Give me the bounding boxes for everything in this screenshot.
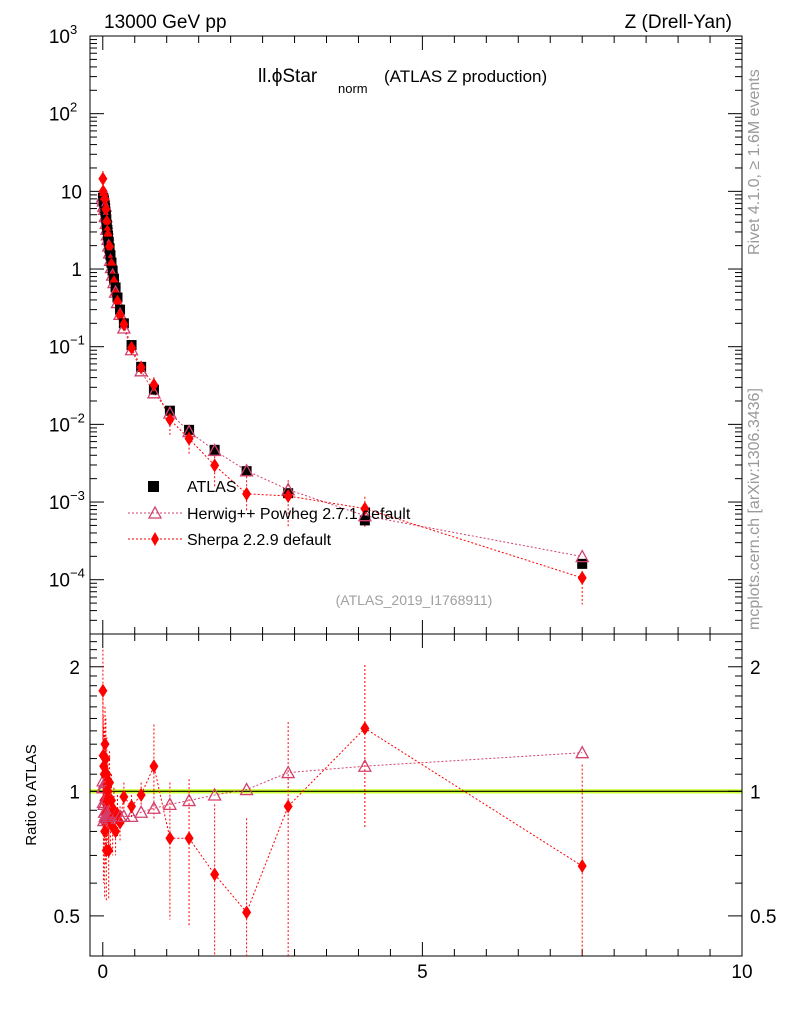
y-tick-label: 10 <box>49 27 70 48</box>
legend-sherpa-label: Sherpa 2.2.9 default <box>187 532 332 549</box>
atlas-point <box>577 558 588 569</box>
y-tick-exponent: 2 <box>70 100 77 115</box>
ratio-plot-frame <box>89 633 743 957</box>
y-tick-label: 10 <box>61 182 82 203</box>
legend: ATLAS Herwig++ Powheg 2.7.1 default Sher… <box>128 479 411 549</box>
herwig-point <box>207 443 222 457</box>
sherpa-point <box>136 360 146 375</box>
legend-herwig-marker <box>147 505 163 519</box>
rivet-version-label: Rivet 4.1.0, ≥ 1.6M events <box>746 69 763 255</box>
herwig-ratio-point <box>124 809 139 823</box>
herwig-ratio-point <box>162 797 177 811</box>
y-tick-label: 10 <box>49 338 70 359</box>
sherpa-ratio-point <box>149 759 159 774</box>
y-tick-label: 10 <box>49 493 70 514</box>
sherpa-point <box>577 570 587 585</box>
herwig-ratio-point <box>357 758 372 772</box>
sherpa-ratio-point <box>115 815 125 830</box>
header-left-label: 13000 GeV pp <box>104 12 227 33</box>
sherpa-ratio-point <box>184 831 194 846</box>
sherpa-point <box>101 202 111 217</box>
herwig-ratio-point <box>146 800 162 814</box>
herwig-ratio-line <box>102 752 583 821</box>
legend-atlas-label: ATLAS <box>187 479 237 496</box>
herwig-ratio-point <box>134 804 149 818</box>
x-tick-label: 5 <box>417 962 428 983</box>
herwig-ratio-point <box>207 787 222 801</box>
herwig-ratio-point <box>575 745 590 759</box>
sherpa-ratio-point <box>165 831 175 846</box>
y-tick-exponent: −2 <box>70 410 85 425</box>
sherpa-ratio-point <box>104 843 114 858</box>
ratio-y-tick-label-right: 2 <box>750 658 761 679</box>
sherpa-ratio-point <box>119 789 129 804</box>
sherpa-point <box>360 501 370 516</box>
plot-title: ll.ϕStar <box>258 66 318 87</box>
sherpa-ratio-point <box>242 905 252 920</box>
herwig-point <box>116 320 131 334</box>
plot-title-rest: (ATLAS Z production) <box>384 67 547 86</box>
y-tick-label: 10 <box>49 571 70 592</box>
herwig-ratio-point <box>116 809 131 823</box>
legend-herwig-label: Herwig++ Powheg 2.7.1 default <box>187 506 411 523</box>
ratio-y-tick-label-right: 0.5 <box>750 907 776 928</box>
ratio-y-tick-label: 1 <box>69 782 80 803</box>
y-tick-exponent: −3 <box>70 488 85 503</box>
sherpa-point <box>100 192 110 207</box>
sherpa-ratio-point <box>210 867 220 882</box>
herwig-ratio-point <box>181 793 197 807</box>
sherpa-point <box>165 412 175 427</box>
sherpa-ratio-point <box>577 859 587 874</box>
sherpa-ratio-line <box>102 690 583 914</box>
sherpa-ratio-point <box>101 751 111 766</box>
analysis-reference: (ATLAS_2019_I1768911) <box>336 592 493 608</box>
sherpa-ratio-point <box>98 683 108 698</box>
ratio-y-axis-label: Ratio to ATLAS <box>23 744 40 845</box>
herwig-point <box>146 385 162 399</box>
sherpa-point <box>98 171 108 186</box>
sherpa-ratio-point <box>127 799 137 814</box>
sherpa-point <box>210 458 220 473</box>
header-right-label: Z (Drell-Yan) <box>625 12 732 33</box>
ratio-y-tick-label: 0.5 <box>54 907 80 928</box>
ratio-y-tick-label: 2 <box>69 658 80 679</box>
sherpa-ratio-point <box>100 737 110 752</box>
herwig-point <box>575 549 590 563</box>
sherpa-point <box>105 239 115 254</box>
y-tick-label: 10 <box>49 415 70 436</box>
legend-sherpa-marker <box>151 532 159 546</box>
sherpa-point <box>119 317 129 332</box>
herwig-line <box>102 195 583 558</box>
sherpa-point <box>184 431 194 446</box>
herwig-point <box>134 363 149 377</box>
sherpa-ratio-point <box>283 799 293 814</box>
plot-title-subscript: norm <box>338 81 368 96</box>
herwig-ratio-point <box>281 765 296 779</box>
y-tick-exponent: −4 <box>70 566 85 581</box>
atlas-point <box>184 424 195 435</box>
sherpa-ratio-point <box>136 787 146 802</box>
x-tick-label: 10 <box>731 962 752 983</box>
legend-atlas-marker <box>148 481 159 492</box>
sherpa-point <box>242 486 252 501</box>
sherpa-point <box>149 377 159 392</box>
sherpa-point <box>127 340 137 355</box>
ratio-y-tick-label-right: 1 <box>750 782 761 803</box>
sherpa-point <box>283 488 293 503</box>
herwig-point <box>239 463 254 477</box>
atlas-point <box>209 444 220 455</box>
mcplots-label: mcplots.cern.ch [arXiv:1306.3436] <box>746 388 763 630</box>
atlas-point <box>241 466 252 477</box>
y-tick-exponent: −1 <box>70 333 85 348</box>
x-tick-label: 0 <box>97 962 108 983</box>
y-tick-label: 1 <box>71 260 82 281</box>
sherpa-ratio-point <box>360 721 370 736</box>
herwig-point <box>357 508 372 522</box>
y-tick-exponent: 3 <box>70 22 77 37</box>
herwig-ratio-point <box>239 782 254 796</box>
atlas-point <box>164 405 175 416</box>
y-tick-label: 10 <box>49 105 70 126</box>
